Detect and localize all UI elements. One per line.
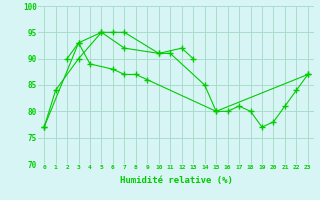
X-axis label: Humidité relative (%): Humidité relative (%): [120, 176, 232, 185]
